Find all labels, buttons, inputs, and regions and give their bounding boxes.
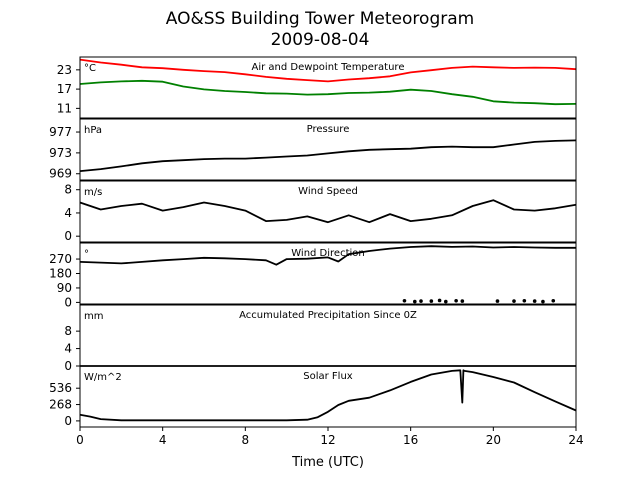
x-tick-label-4: 16 bbox=[403, 433, 418, 447]
panel-4-point-4 bbox=[437, 298, 442, 303]
panel-6-title: Solar Flux bbox=[303, 371, 353, 382]
panel-2-series-1 bbox=[79, 139, 577, 172]
panel-1-ytick-label-2: 23 bbox=[57, 63, 72, 77]
panel-6-series-1 bbox=[79, 369, 577, 422]
panel-1-series-1 bbox=[79, 58, 577, 83]
panel-3-unit: m/s bbox=[84, 187, 102, 198]
x-tick-label-3: 12 bbox=[320, 433, 335, 447]
panel-2-frame bbox=[79, 118, 577, 181]
panel-4-point-1 bbox=[413, 299, 417, 304]
panel-6: 0 268 536 W/m^2 Solar Flux bbox=[49, 365, 577, 428]
panel-1-frame bbox=[79, 56, 577, 119]
panel-4-unit: ° bbox=[84, 249, 89, 260]
panel-5-unit: mm bbox=[84, 311, 103, 322]
panel-2-ytick-label-1: 973 bbox=[49, 146, 72, 160]
panel-1: 11 17 23 °C Air and Dewpoint Temperature bbox=[57, 56, 577, 119]
panel-6-unit: W/m^2 bbox=[84, 372, 122, 383]
panel-4-series-1 bbox=[79, 245, 576, 266]
panel-4-point-8 bbox=[495, 299, 500, 303]
panel-2-title: Pressure bbox=[307, 124, 350, 135]
x-tick-label-5: 20 bbox=[486, 433, 501, 447]
panel-4-point-0 bbox=[402, 298, 407, 303]
figure-title: AO&SS Building Tower Meteorogram bbox=[166, 9, 474, 29]
panel-6-ytick-label-0: 0 bbox=[64, 414, 72, 428]
panel-3-series-1 bbox=[79, 199, 577, 224]
panel-4-point-6 bbox=[454, 298, 458, 303]
x-axis-label: Time (UTC) bbox=[291, 455, 364, 470]
panel-4-ytick-label-3: 270 bbox=[49, 252, 72, 266]
panel-4-point-10 bbox=[522, 298, 527, 303]
panel-3-ytick-label-2: 8 bbox=[64, 183, 72, 197]
panel-4-title: Wind Direction bbox=[291, 248, 365, 259]
panel-4-ytick-label-1: 90 bbox=[57, 281, 72, 295]
figure-subtitle: 2009-08-04 bbox=[271, 30, 370, 50]
x-tick-label-0: 0 bbox=[76, 433, 84, 447]
panel-2-unit: hPa bbox=[84, 125, 102, 136]
panel-1-ytick-label-1: 17 bbox=[57, 82, 72, 96]
panel-5-ytick-label-2: 8 bbox=[64, 324, 72, 338]
panel-4-point-9 bbox=[512, 299, 516, 303]
panel-3-ytick-label-0: 0 bbox=[64, 229, 72, 243]
panel-4-point-11 bbox=[532, 299, 537, 303]
panel-2-ytick-label-0: 969 bbox=[49, 167, 72, 181]
panel-1-series-2 bbox=[79, 79, 577, 106]
panel-4-ytick-label-2: 180 bbox=[49, 267, 72, 281]
panel-5-ytick-label-0: 0 bbox=[64, 359, 72, 373]
panel-4-point-7 bbox=[460, 299, 465, 303]
panel-4-point-2 bbox=[419, 299, 423, 303]
panel-3: 0 4 8 m/s Wind Speed bbox=[64, 180, 577, 243]
panel-4-point-12 bbox=[541, 299, 545, 304]
panel-5: 0 4 8 mm Accumulated Precipitation Since 0Z bbox=[64, 304, 577, 373]
x-tick-label-2: 8 bbox=[242, 433, 250, 447]
panel-3-ytick-label-1: 4 bbox=[64, 206, 72, 220]
panel-4-point-5 bbox=[444, 299, 448, 304]
panel-4-point-13 bbox=[551, 298, 556, 303]
x-tick-label-6: 24 bbox=[568, 433, 583, 447]
panel-2-ytick-label-2: 977 bbox=[49, 125, 72, 139]
panel-3-frame bbox=[79, 180, 577, 243]
panel-6-ytick-label-1: 268 bbox=[49, 398, 72, 412]
panel-4-point-3 bbox=[429, 299, 434, 303]
panel-5-ytick-label-1: 4 bbox=[64, 342, 72, 356]
x-axis: 0 4 8 12 16 20 24 bbox=[76, 427, 584, 447]
panel-4-ytick-label-0: 0 bbox=[64, 295, 72, 309]
panel-6-ytick-label-2: 536 bbox=[49, 381, 72, 395]
panel-2: 969 973 977 hPa Pressure bbox=[49, 118, 577, 181]
panel-1-ytick-label-0: 11 bbox=[57, 101, 72, 115]
panel-3-title: Wind Speed bbox=[298, 186, 358, 197]
x-tick-label-1: 4 bbox=[159, 433, 167, 447]
panel-5-title: Accumulated Precipitation Since 0Z bbox=[239, 310, 417, 321]
panel-1-title: Air and Dewpoint Temperature bbox=[252, 62, 405, 73]
panel-1-unit: °C bbox=[84, 63, 96, 74]
